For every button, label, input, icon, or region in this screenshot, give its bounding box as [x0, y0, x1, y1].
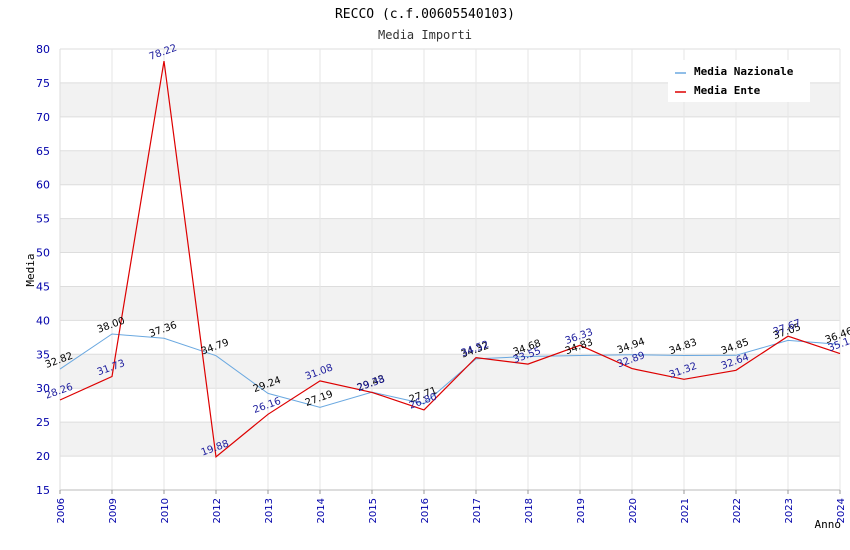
- legend-label-ente: Media Ente: [694, 84, 761, 97]
- grid-bands: [60, 49, 840, 490]
- x-tick-label: 2016: [420, 498, 431, 523]
- x-tick-label: 2006: [56, 498, 67, 523]
- y-tick-label: 80: [36, 43, 50, 56]
- y-tick-label: 75: [36, 77, 50, 90]
- y-tick-label: 65: [36, 145, 50, 158]
- x-axis-ticks: 2006 2009 2010 2012 2013 2014 2015 2016 2017 2018…: [56, 490, 847, 523]
- x-tick-label: 2018: [524, 498, 535, 523]
- series-layer: [59, 61, 841, 459]
- x-tick-label: 2015: [368, 498, 379, 523]
- series-line-media-nazionale: [59, 333, 841, 408]
- x-tick-label: 2021: [680, 498, 691, 523]
- y-tick-label: 70: [36, 111, 50, 124]
- x-tick-label: 2020: [628, 498, 639, 523]
- legend-box: [668, 60, 810, 102]
- grid-band: [60, 218, 840, 253]
- x-tick-label: 2010: [160, 498, 171, 523]
- y-tick-label: 35: [36, 348, 50, 361]
- y-tick-label: 55: [36, 213, 50, 226]
- y-tick-label: 50: [36, 247, 50, 260]
- x-tick-label: 2013: [264, 498, 275, 523]
- chart-subtitle: Media Importi: [378, 28, 472, 42]
- series-line-media-ente: [59, 61, 841, 459]
- y-tick-label: 30: [36, 382, 50, 395]
- x-tick-label: 2023: [784, 498, 795, 523]
- grid-band: [60, 354, 840, 389]
- x-tick-label: 2024: [836, 498, 847, 523]
- grid-band: [60, 388, 840, 423]
- chart-title: RECCO (c.f.00605540103): [335, 7, 515, 22]
- y-tick-label: 25: [36, 416, 50, 429]
- y-tick-label: 20: [36, 450, 50, 463]
- y-tick-label: 60: [36, 179, 50, 192]
- x-tick-label: 2022: [732, 498, 743, 523]
- grid-band: [60, 252, 840, 287]
- x-tick-label: 2014: [316, 498, 327, 523]
- grid-band: [60, 184, 840, 219]
- grid-band: [60, 286, 840, 321]
- legend-label-nazionale: Media Nazionale: [694, 65, 794, 78]
- x-tick-label: 2009: [108, 498, 119, 523]
- y-tick-label: 45: [36, 280, 50, 293]
- y-tick-label: 40: [36, 314, 50, 327]
- y-axis-label: Media: [24, 253, 37, 286]
- grid-lines: [59, 48, 841, 491]
- grid-band: [60, 150, 840, 185]
- x-axis-label: Anno: [815, 518, 842, 531]
- grid-band: [60, 422, 840, 457]
- y-axis-ticks: 15 20 25 30 35 40 45 50 55 60 65 70 75 80: [36, 43, 50, 497]
- y-tick-label: 15: [36, 484, 50, 497]
- x-tick-label: 2019: [576, 498, 587, 523]
- grid-band: [60, 320, 840, 355]
- x-tick-label: 2017: [472, 498, 483, 523]
- legend: Media Nazionale Media Ente: [668, 60, 810, 102]
- x-tick-label: 2012: [212, 498, 223, 523]
- grid-band: [60, 116, 840, 151]
- grid-band: [60, 456, 840, 490]
